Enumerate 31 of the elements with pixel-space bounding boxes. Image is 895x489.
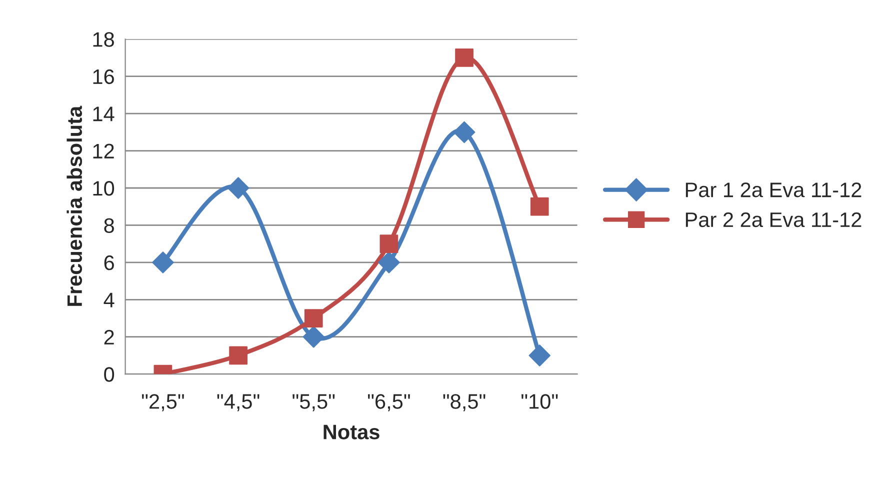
x-tick-label: "4,5" [217,394,260,412]
x-tick-label: "5,5" [292,394,335,412]
y-tick-label: 8 [104,218,114,233]
y-tick-label: 16 [93,69,114,84]
y-axis-title: Frecuencia absoluta [66,106,82,306]
point [304,309,323,328]
point [453,121,476,144]
x-axis-title: Notas [324,424,380,440]
point [455,48,474,67]
x-tick-label: "8,5" [443,394,486,412]
point [229,346,248,365]
y-tick-label: 12 [93,144,114,158]
legend-label: Par 2 2a Eva 11-12 [686,212,862,228]
y-tick-label: 4 [104,292,114,308]
point [528,344,550,366]
point [302,326,325,348]
y-tick-label: 10 [93,180,114,196]
y-tick-label: 0 [104,367,114,382]
y-tick-label: 2 [104,330,114,344]
legend-label: Par 1 2a Eva 11-12 [686,182,862,198]
point [227,177,250,199]
point [380,234,398,254]
y-tick-label: 14 [93,106,114,122]
y-tick-label: 6 [104,255,114,270]
point [378,252,400,274]
x-tick-label: "6,5" [368,394,410,412]
point [530,197,549,216]
point [152,252,174,274]
x-tick-label: "10" [522,394,558,409]
y-tick-label: 18 [93,32,114,47]
x-tick-label: "2,5" [142,394,184,412]
